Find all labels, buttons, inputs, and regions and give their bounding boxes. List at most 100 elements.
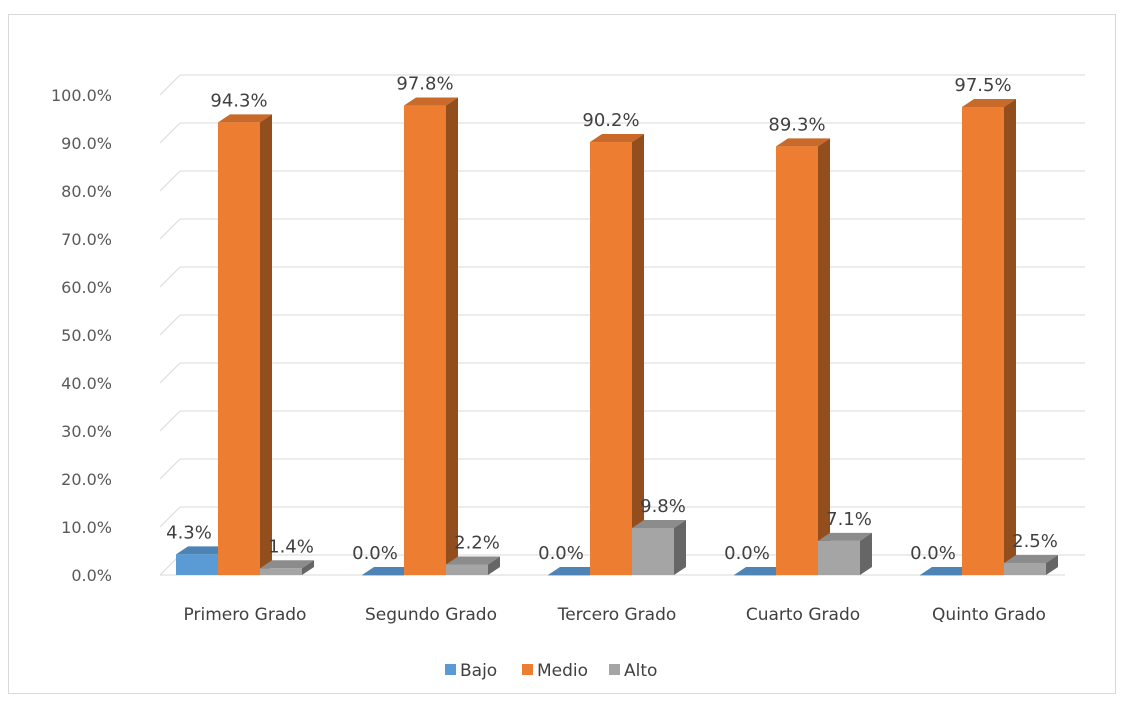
bar-top-face	[548, 567, 602, 575]
bar-medio	[962, 99, 1016, 575]
bar-bajo	[548, 567, 602, 576]
bar-side-face	[632, 134, 644, 576]
gridline-side	[159, 266, 181, 288]
bar-top-face	[818, 532, 872, 541]
gridline-side	[159, 410, 181, 432]
bar-side-face	[302, 560, 314, 575]
bar-side-face	[446, 97, 458, 575]
y-tick-label: 20.0%	[61, 470, 112, 489]
bar-front-face	[1004, 563, 1046, 575]
bar-top-face	[920, 567, 974, 575]
bar-front-face	[818, 540, 860, 575]
bar-alto	[260, 560, 314, 575]
legend-swatch-alto	[609, 664, 620, 675]
bar-top-face	[260, 560, 314, 569]
data-label-alto: 7.1%	[826, 509, 872, 530]
bar-front-face	[962, 107, 1004, 575]
bar-front-face	[548, 575, 590, 576]
bar-side-face	[818, 138, 830, 576]
bar-side-face	[488, 556, 500, 575]
bar-side-face	[260, 114, 272, 576]
gridline-side	[159, 122, 181, 144]
bar-front-face	[362, 575, 404, 576]
y-axis-ticks: 0.0% 10.0% 20.0% 30.0% 40.0% 50.0% 60.0% 70.0% 8…	[51, 86, 112, 585]
bar-front-face	[776, 146, 818, 576]
bar-front-face	[632, 527, 674, 575]
gridline-side	[159, 218, 181, 240]
y-tick-label: 80.0%	[61, 182, 112, 201]
gridline-side	[159, 74, 181, 96]
bar-front-face	[590, 142, 632, 576]
bar-top-face	[1004, 555, 1058, 563]
category-label: Quinto Grado	[932, 605, 1046, 625]
bar-top-face	[632, 519, 686, 528]
bar-side-face	[1004, 99, 1016, 575]
bar-medio	[404, 97, 458, 575]
data-label-alto: 2.5%	[1012, 531, 1058, 552]
bar-top-face	[734, 567, 788, 575]
legend-swatch-bajo	[445, 664, 456, 675]
legend-label-alto: Alto	[624, 661, 657, 681]
bar-top-face	[362, 567, 416, 575]
bar-top-face	[776, 138, 830, 147]
bar-front-face	[218, 122, 260, 576]
legend: Bajo Medio Alto	[445, 661, 657, 681]
data-label-medio: 89.3%	[768, 114, 825, 135]
bar-bajo	[734, 567, 788, 576]
bar-side-face	[674, 519, 686, 575]
category-label: Tercero Grado	[557, 605, 677, 625]
bar-front-face	[404, 105, 446, 575]
y-tick-label: 50.0%	[61, 326, 112, 345]
bar-alto	[1004, 555, 1058, 575]
data-label-medio: 97.5%	[954, 75, 1011, 96]
bar-front-face	[446, 564, 488, 575]
bar-top-face	[962, 99, 1016, 107]
category-label: Primero Grado	[184, 605, 307, 625]
bar-side-face	[860, 532, 872, 575]
data-label-medio: 94.3%	[210, 90, 267, 111]
legend-swatch-medio	[522, 664, 533, 675]
gridline-side	[159, 170, 181, 192]
bar-top-face	[590, 134, 644, 143]
bar-top-face	[218, 114, 272, 123]
bar-top-face	[404, 97, 458, 106]
bar-alto	[632, 519, 686, 575]
data-label-bajo: 0.0%	[352, 543, 398, 564]
bar-medio	[590, 134, 644, 576]
legend-label-medio: Medio	[537, 661, 588, 681]
gridline-side	[159, 362, 181, 384]
y-tick-label: 30.0%	[61, 422, 112, 441]
category-label: Segundo Grado	[365, 605, 497, 625]
gridline-side	[159, 506, 181, 528]
y-tick-label: 60.0%	[61, 278, 112, 297]
bar-bajo	[920, 567, 974, 576]
data-label-bajo: 0.0%	[538, 543, 584, 564]
legend-label-bajo: Bajo	[460, 661, 497, 681]
bar-medio	[776, 138, 830, 576]
gridline-side	[159, 314, 181, 336]
bar-front-face	[734, 575, 776, 576]
y-tick-label: 100.0%	[51, 86, 112, 105]
data-label-alto: 9.8%	[640, 496, 686, 517]
data-labels-layer: 4.3% 94.3% 1.4% 0.0% 97.8% 2.2% 0.0% 90.2% 9.8% 0…	[166, 74, 1058, 564]
data-label-bajo: 0.0%	[910, 543, 956, 564]
data-label-alto: 1.4%	[268, 536, 314, 557]
data-label-medio: 97.8%	[396, 74, 453, 95]
category-label: Cuarto Grado	[746, 605, 860, 625]
bars-layer	[176, 97, 1058, 576]
y-tick-label: 90.0%	[61, 134, 112, 153]
bar-top-face	[176, 546, 230, 555]
data-label-bajo: 0.0%	[724, 543, 770, 564]
y-tick-label: 70.0%	[61, 230, 112, 249]
data-label-bajo: 4.3%	[166, 522, 212, 543]
y-tick-label: 10.0%	[61, 518, 112, 537]
chart-frame	[8, 14, 1116, 694]
gridline-side	[159, 458, 181, 480]
bar-front-face	[176, 554, 218, 575]
bar-front-face	[260, 568, 302, 575]
bar-alto	[818, 532, 872, 575]
bar-front-face	[920, 575, 962, 576]
bar-bajo	[362, 567, 416, 576]
category-labels-layer: Primero Grado Segundo Grado Tercero Grado C…	[184, 605, 1046, 625]
